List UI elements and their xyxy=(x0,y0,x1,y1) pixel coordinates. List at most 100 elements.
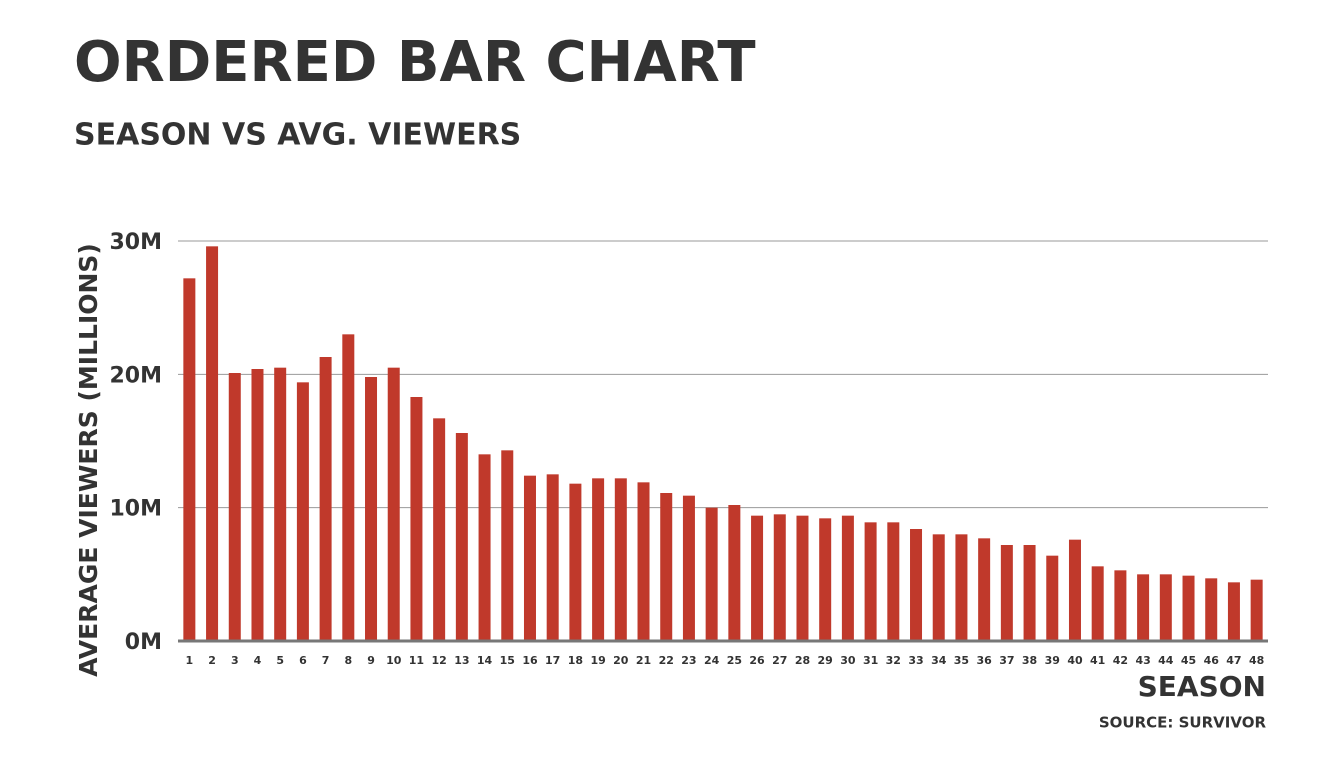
bar xyxy=(546,474,559,641)
x-tick-label: 24 xyxy=(704,654,720,667)
bar xyxy=(841,515,854,641)
bar xyxy=(523,475,536,641)
bar xyxy=(932,534,945,641)
x-tick-label: 35 xyxy=(954,654,969,667)
x-tick-label: 16 xyxy=(522,654,538,667)
x-tick-label: 1 xyxy=(186,654,194,667)
x-tick-label: 14 xyxy=(477,654,493,667)
bar xyxy=(206,246,219,642)
bar xyxy=(1000,545,1013,641)
bar xyxy=(183,278,196,641)
bar xyxy=(614,478,627,641)
bar xyxy=(592,478,605,641)
bar xyxy=(501,450,514,641)
x-tick-label: 27 xyxy=(772,654,787,667)
bar xyxy=(819,518,832,641)
bar xyxy=(1114,570,1127,641)
x-tick-label: 36 xyxy=(976,654,992,667)
x-tick-label: 46 xyxy=(1204,654,1220,667)
bar xyxy=(251,369,264,641)
bar xyxy=(660,493,673,641)
bar xyxy=(887,522,900,641)
bar xyxy=(342,334,355,641)
x-tick-label: 39 xyxy=(1045,654,1060,667)
chart-title: ORDERED BAR CHART xyxy=(74,30,756,95)
bar xyxy=(319,357,332,641)
x-tick-label: 22 xyxy=(659,654,674,667)
bar xyxy=(864,522,877,641)
bar xyxy=(1205,578,1218,641)
x-tick-label: 45 xyxy=(1181,654,1196,667)
bar xyxy=(455,433,468,641)
x-tick-label: 37 xyxy=(999,654,1014,667)
x-tick-label: 17 xyxy=(545,654,560,667)
x-tick-label: 11 xyxy=(409,654,424,667)
x-tick-label: 25 xyxy=(727,654,742,667)
bar xyxy=(296,382,309,641)
bar xyxy=(410,397,423,641)
y-axis-label: AVERAGE VIEWERS (MILLIONS) xyxy=(74,243,103,677)
bar xyxy=(773,514,786,641)
chart-subtitle: SEASON VS AVG. VIEWERS xyxy=(74,118,521,153)
bar xyxy=(1091,566,1104,641)
x-tick-label: 19 xyxy=(590,654,605,667)
bar xyxy=(955,534,968,641)
x-tick-label: 48 xyxy=(1249,654,1264,667)
x-tick-label: 18 xyxy=(568,654,583,667)
x-tick-label: 8 xyxy=(344,654,352,667)
bar xyxy=(796,515,809,641)
x-tick-label: 23 xyxy=(681,654,696,667)
x-tick-label: 10 xyxy=(386,654,402,667)
x-tick-label: 29 xyxy=(818,654,833,667)
x-tick-label: 38 xyxy=(1022,654,1037,667)
x-tick-label: 28 xyxy=(795,654,810,667)
x-tick-label: 32 xyxy=(886,654,901,667)
bar xyxy=(365,377,378,641)
x-tick-label: 43 xyxy=(1135,654,1150,667)
bar xyxy=(1023,545,1036,641)
x-tick-label: 31 xyxy=(863,654,878,667)
x-tick-label: 5 xyxy=(276,654,284,667)
bar xyxy=(478,454,491,641)
y-tick-label: 20M xyxy=(109,363,162,388)
bar xyxy=(228,373,241,641)
bar xyxy=(569,483,582,641)
x-tick-label: 47 xyxy=(1226,654,1241,667)
bar xyxy=(1159,574,1172,641)
source-note: SOURCE: SURVIVOR xyxy=(1099,714,1267,732)
x-axis-label: SEASON xyxy=(1138,670,1266,703)
bar xyxy=(387,367,400,641)
y-tick-label: 30M xyxy=(109,230,162,255)
x-tick-label: 41 xyxy=(1090,654,1105,667)
bar xyxy=(682,495,695,641)
x-tick-label: 21 xyxy=(636,654,651,667)
x-tick-label: 9 xyxy=(367,654,375,667)
x-tick-label: 42 xyxy=(1113,654,1128,667)
x-tick-label: 12 xyxy=(431,654,446,667)
x-tick-label: 44 xyxy=(1158,654,1174,667)
bar xyxy=(1137,574,1150,641)
bar xyxy=(637,482,650,641)
x-tick-label: 13 xyxy=(454,654,469,667)
bar xyxy=(1227,582,1240,641)
bar xyxy=(1068,539,1081,641)
bar xyxy=(728,505,741,641)
x-tick-label: 20 xyxy=(613,654,629,667)
x-tick-label: 7 xyxy=(322,654,330,667)
x-tick-label: 4 xyxy=(254,654,262,667)
bar xyxy=(1250,579,1263,641)
bar xyxy=(705,507,718,641)
x-tick-label: 15 xyxy=(500,654,515,667)
bar xyxy=(274,367,287,641)
x-tick-label: 40 xyxy=(1067,654,1083,667)
y-tick-label: 10M xyxy=(109,497,162,522)
bar xyxy=(433,418,446,641)
bar xyxy=(1046,555,1059,641)
x-tick-label: 34 xyxy=(931,654,947,667)
x-tick-label: 6 xyxy=(299,654,307,667)
bar xyxy=(1182,575,1195,641)
x-tick-label: 33 xyxy=(908,654,923,667)
bar xyxy=(751,515,764,641)
